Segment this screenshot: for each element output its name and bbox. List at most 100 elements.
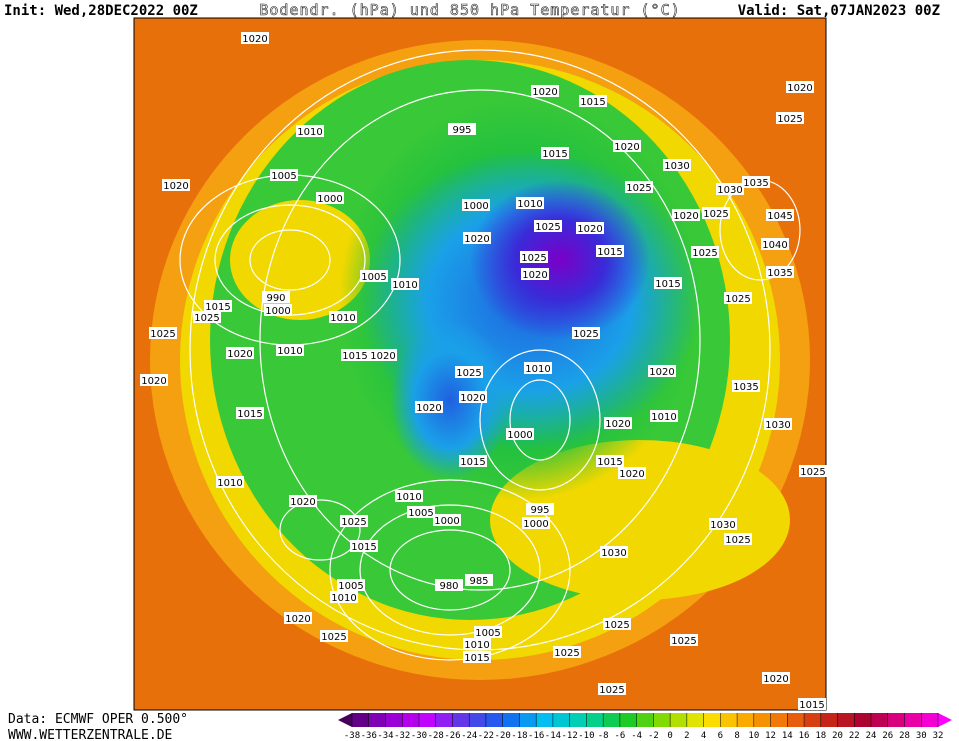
label-box (625, 181, 653, 193)
colorbar-cell (686, 713, 705, 727)
init-time: Init: Wed,28DEC2022 00Z (4, 3, 198, 19)
isobar-label: 1025 (341, 517, 366, 528)
isobar-label: 1005 (475, 628, 500, 639)
label-box (341, 349, 369, 361)
isobar-label: 1005 (361, 272, 386, 283)
label-box (320, 630, 348, 642)
label-box (330, 591, 358, 603)
colorbar-cell (569, 713, 587, 727)
map-frame (133, 17, 827, 711)
label-box (506, 428, 534, 440)
isobar-label: 1035 (743, 178, 768, 189)
label-box (289, 495, 317, 507)
colorbar-cell (352, 713, 370, 727)
colorbar-tick-label: -28 (428, 731, 444, 741)
colorbar-tick-label: 26 (882, 731, 893, 741)
isobar-label: 1025 (521, 253, 546, 264)
label-box (524, 362, 552, 374)
label-box (433, 514, 461, 526)
colorbar-arrow (338, 713, 352, 727)
label-box (270, 169, 298, 181)
colorbar-tick-label: 18 (815, 731, 826, 741)
colorbar-tick-label: -8 (598, 731, 609, 741)
label-box (604, 417, 632, 429)
isobar-label: 1015 (799, 700, 824, 711)
colorbar-tick-label: -18 (511, 731, 527, 741)
colorbar-tick-label: 0 (667, 731, 672, 741)
colorbar-cell (603, 713, 621, 727)
label-box (798, 698, 826, 710)
colorbar-tick-label: -12 (562, 731, 578, 741)
colorbar-tick-label: -30 (411, 731, 427, 741)
colorbar-cell (502, 713, 520, 727)
isobar-label: 1025 (535, 222, 560, 233)
colorbar-tick-label: 16 (799, 731, 810, 741)
isobar-label: 1025 (777, 114, 802, 125)
isobar-label: 1015 (464, 653, 489, 664)
isobar-label: 1020 (464, 234, 489, 245)
isobar-label: 1030 (710, 520, 735, 531)
isobar-label: 1025 (194, 313, 219, 324)
isobar-label: 1025 (725, 294, 750, 305)
isobar-label: 1030 (601, 548, 626, 559)
label-box (603, 618, 631, 630)
colorbar-tick-label: -4 (631, 731, 642, 741)
isobar-label: 1020 (290, 497, 315, 508)
colorbar-cell (519, 713, 537, 727)
colorbar-cell (887, 713, 906, 727)
data-source: Data: ECMWF OPER 0.500° (8, 712, 188, 727)
isobar-label: 1010 (517, 199, 542, 210)
label-box (216, 476, 244, 488)
label-box (670, 634, 698, 646)
isobar-label: 1010 (277, 346, 302, 357)
isobar-label: 1020 (242, 34, 267, 45)
colorbar-tick-label: 10 (748, 731, 759, 741)
isobar-label: 1015 (205, 302, 230, 313)
label-box (369, 349, 397, 361)
colorbar-cell (653, 713, 671, 727)
label-box (672, 209, 700, 221)
isobar-label: 1025 (554, 648, 579, 659)
isobar-label: 1020 (532, 87, 557, 98)
colorbar-cell (753, 713, 772, 727)
label-box (598, 683, 626, 695)
isobar-label: 1030 (717, 185, 742, 196)
label-box (435, 579, 463, 591)
colorbar-cell (787, 713, 805, 727)
label-box (541, 147, 569, 159)
isobar-label: 1025 (626, 183, 651, 194)
isobar-label: 1040 (762, 240, 787, 251)
colorbar-cell (452, 713, 470, 727)
label-box (204, 300, 232, 312)
isobar-label: 1015 (460, 457, 485, 468)
isobar-label: 1025 (456, 368, 481, 379)
isobar-label: 1030 (765, 420, 790, 431)
colorbar-tick-label: 22 (849, 731, 860, 741)
label-box (596, 455, 624, 467)
label-box (650, 410, 678, 422)
label-box (613, 140, 641, 152)
label-box (465, 574, 493, 586)
isobar-label: 980 (439, 581, 458, 592)
label-box (534, 220, 562, 232)
label-box (663, 159, 691, 171)
label-box (337, 579, 365, 591)
label-box (521, 268, 549, 280)
isobar-label: 1020 (141, 376, 166, 387)
isobar-label: 1025 (150, 329, 175, 340)
isobar-label: 995 (530, 505, 549, 516)
isobar-label: 1015 (580, 97, 605, 108)
label-box (709, 518, 737, 530)
very-cold-zone (390, 320, 510, 480)
colorbar-cell (619, 713, 638, 727)
isobar-label: 1000 (265, 306, 290, 317)
colorbar-tick-label: -26 (444, 731, 460, 741)
label-box (786, 81, 814, 93)
label-box (149, 327, 177, 339)
label-box (618, 467, 646, 479)
label-box (455, 366, 483, 378)
isobar-label: 990 (266, 293, 285, 304)
colorbar-cell (586, 713, 604, 727)
colorbar-tick-label: -6 (614, 731, 625, 741)
